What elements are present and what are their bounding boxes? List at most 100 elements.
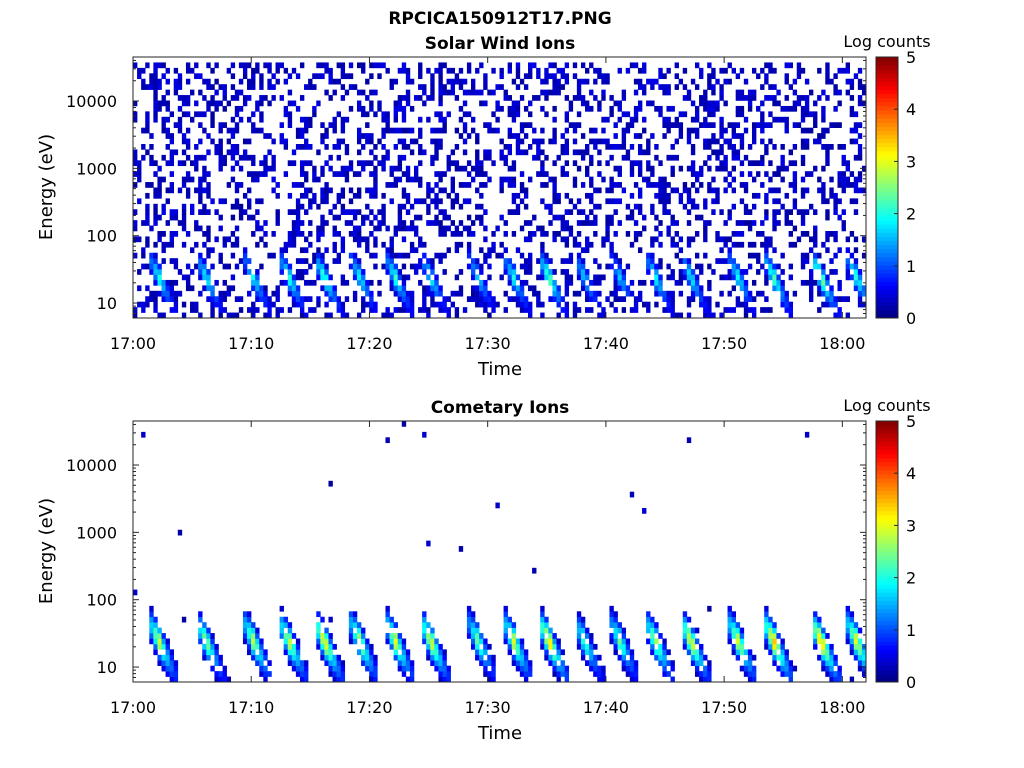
heatmap-cell [287,638,293,645]
heatmap-cell [637,67,643,74]
heatmap-cell [397,105,403,112]
heatmap-cell [385,437,390,444]
heatmap-cell [177,529,183,536]
heatmap-cell [511,100,517,107]
heatmap-cell [238,116,244,123]
heatmap-cell [572,203,578,210]
heatmap-cell [548,220,553,226]
heatmap-cell [165,296,170,302]
heatmap-cell [185,285,191,292]
heatmap-cell [580,100,586,107]
heatmap-cell [654,279,659,286]
heatmap-cell [821,627,826,634]
heatmap-cell [792,290,798,297]
heatmap-cell [670,312,675,319]
heatmap-cell [397,665,403,672]
heatmap-cell [731,231,736,237]
heatmap-cell [637,149,643,156]
heatmap-cell [169,138,175,145]
heatmap-cell [703,220,708,226]
heatmap-cell [299,231,305,237]
heatmap-cell [299,247,305,254]
heatmap-cell [161,312,166,319]
heatmap-cell [723,154,728,161]
heatmap-cell [487,127,492,134]
heatmap-cell [572,182,578,188]
heatmap-cell [401,638,407,645]
heatmap-cell [678,78,684,85]
heatmap-cell [796,209,802,215]
heatmap-cell [304,176,309,183]
heatmap-cell [283,649,289,656]
heatmap-cell [287,263,293,270]
heatmap-cell [210,122,215,128]
heatmap-cell [287,111,293,118]
heatmap-cell [190,301,195,308]
heatmap-cell [259,296,264,302]
heatmap-cell [450,149,455,156]
heatmap-cell [560,84,565,90]
heatmap-cell [365,290,370,297]
heatmap-cell [194,111,199,118]
heatmap-cell [747,649,753,656]
heatmap-cell [756,122,761,128]
heatmap-cell [857,627,863,634]
heatmap-cell [491,160,496,167]
heatmap-cell [511,105,517,112]
heatmap-cell [519,127,525,134]
heatmap-cell [833,231,838,237]
heatmap-cell [365,138,370,145]
heatmap-cell [589,307,594,313]
heatmap-cell [328,165,333,172]
heatmap-cell [352,258,358,264]
heatmap-cell [507,149,513,156]
heatmap-cell [226,182,232,188]
heatmap-cell [165,643,170,650]
heatmap-cell [462,307,468,313]
heatmap-cell [776,285,781,292]
heatmap-cell [646,149,651,156]
heatmap-cell [727,633,732,639]
heatmap-cell [397,654,403,661]
heatmap-cell [263,290,268,297]
heatmap-cell [589,643,594,650]
heatmap-cell [670,660,675,666]
heatmap-cell [666,301,671,308]
heatmap-cell [528,122,533,128]
colorbar-swatch [876,482,898,487]
heatmap-cell [662,182,667,188]
heatmap-cell [772,649,777,656]
heatmap-cell [625,660,631,666]
heatmap-cell [405,676,411,683]
heatmap-cell [181,138,187,145]
heatmap-cell [515,138,521,145]
heatmap-cell [483,285,488,292]
heatmap-cell [137,176,142,183]
heatmap-cell [458,269,464,275]
heatmap-cell [796,236,802,243]
heatmap-cell [519,649,525,656]
heatmap-cell [190,160,195,167]
colorbar-swatch [876,195,898,201]
heatmap-cell [703,665,708,672]
heatmap-cell [259,236,264,243]
heatmap-cell [487,676,492,683]
heatmap-cell [487,149,492,156]
heatmap-cell [247,611,252,618]
heatmap-cell [263,676,268,683]
heatmap-cell [503,622,508,628]
heatmap-cell [613,258,618,264]
heatmap-cell [528,67,533,74]
heatmap-cell [308,187,313,194]
heatmap-cell [564,269,570,275]
heatmap-cell [853,269,859,275]
heatmap-cell [157,192,162,199]
heatmap-cell [462,122,468,128]
heatmap-cell [487,154,492,161]
heatmap-cell [328,122,333,128]
heatmap-cell [466,133,472,139]
heatmap-cell [153,643,158,650]
heatmap-cell [369,192,374,199]
heatmap-cell [483,78,488,85]
